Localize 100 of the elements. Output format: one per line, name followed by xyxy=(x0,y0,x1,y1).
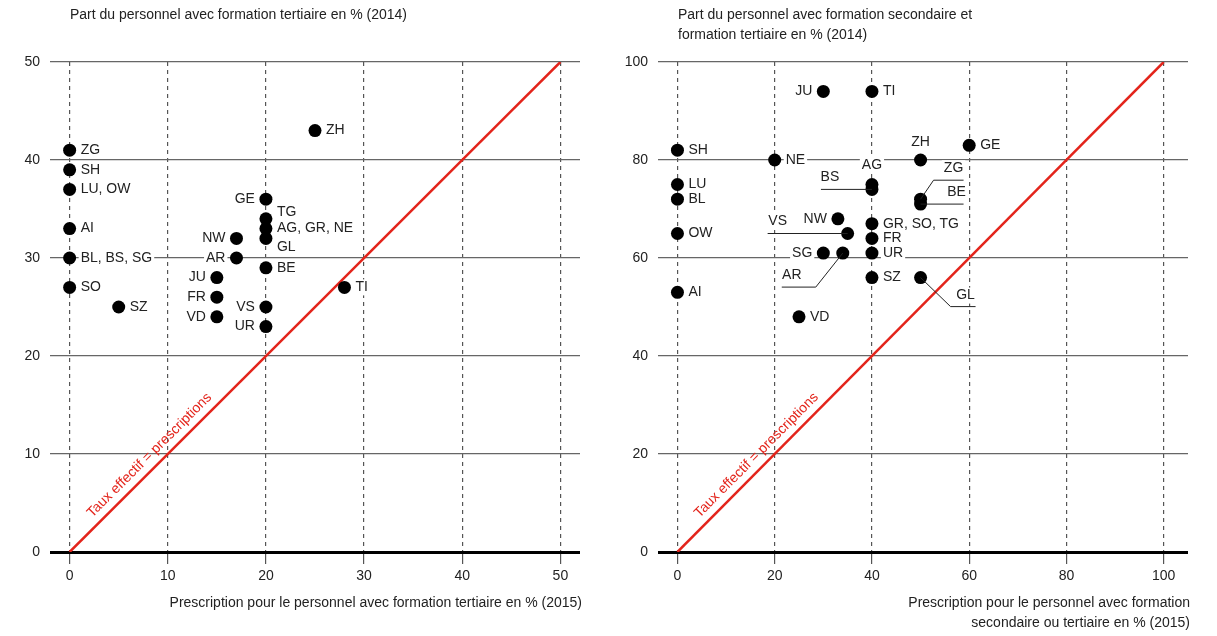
point xyxy=(865,217,879,231)
y-tick-label: 40 xyxy=(24,150,41,167)
y-tick-label: 40 xyxy=(632,346,649,363)
x-tick-label: 60 xyxy=(961,567,978,584)
annotation: BE xyxy=(276,258,296,275)
annotation: BL, BS, SG xyxy=(80,248,153,265)
point xyxy=(670,192,684,206)
point xyxy=(210,290,224,304)
y-tick-label: 0 xyxy=(640,542,649,559)
annotation: AR xyxy=(206,248,226,265)
annotation: LU, OW xyxy=(80,180,132,197)
point xyxy=(670,143,684,157)
annotation: AG, GR, NE xyxy=(276,219,354,236)
point xyxy=(229,251,243,265)
x-tick-label: 30 xyxy=(356,567,373,584)
y-tick-label: 50 xyxy=(24,52,41,69)
x-tick-label: 0 xyxy=(65,567,74,584)
point xyxy=(831,212,845,226)
x-tick-label: 50 xyxy=(552,567,569,584)
annotation: BE xyxy=(947,182,966,199)
annotation: VD xyxy=(186,307,206,324)
point xyxy=(259,231,273,245)
point xyxy=(229,231,243,245)
annotation: VD xyxy=(810,307,830,324)
annotation: ZH xyxy=(326,121,345,138)
point xyxy=(914,271,928,285)
point xyxy=(63,182,77,196)
annotation: TI xyxy=(355,278,368,295)
x-tick-label: 40 xyxy=(454,567,471,584)
point xyxy=(337,280,351,294)
point xyxy=(914,153,928,167)
annotation: SG xyxy=(792,243,813,260)
annotation: BS xyxy=(820,168,840,185)
point xyxy=(63,251,77,265)
point xyxy=(259,261,273,275)
annotation: SH xyxy=(80,160,101,177)
x-tick-label: 10 xyxy=(159,567,176,584)
point xyxy=(259,192,273,206)
point xyxy=(63,280,77,294)
y-tick-label: 0 xyxy=(32,542,41,559)
annotation: GE xyxy=(234,190,255,207)
point xyxy=(670,285,684,299)
annotation: GL xyxy=(956,286,976,303)
y-tick-label: 60 xyxy=(632,248,649,265)
y-axis-title: Part du personnel avec formation tertiaire en % (2014) xyxy=(70,5,407,24)
y-tick-label: 10 xyxy=(24,444,41,461)
point xyxy=(210,310,224,324)
point xyxy=(112,300,126,314)
annotation: OW xyxy=(688,224,714,241)
point xyxy=(865,246,879,260)
x-tick-label: 0 xyxy=(673,567,682,584)
x-tick-label: 20 xyxy=(766,567,783,584)
point xyxy=(816,246,830,260)
point xyxy=(670,178,684,191)
annotation: BL xyxy=(688,190,706,207)
point xyxy=(63,143,77,157)
annotation: SZ xyxy=(129,297,149,314)
x-tick-label: 20 xyxy=(258,567,274,584)
annotation: SZ xyxy=(882,268,902,285)
annotation: AI xyxy=(80,219,94,236)
y-tick-label: 100 xyxy=(624,52,649,69)
x-tick-label: 40 xyxy=(864,567,880,584)
annotation: GE xyxy=(980,136,1001,153)
point xyxy=(836,246,850,260)
annotation: GL xyxy=(276,238,296,255)
point xyxy=(841,227,855,240)
point xyxy=(816,84,830,98)
y-tick-label: 30 xyxy=(24,248,41,265)
x-axis-title: Prescription pour le personnel avec formation secondaire ou tertiaire en % (2015) xyxy=(907,593,1190,632)
x-axis-title: Prescription pour le personnel avec formation tertiaire en % (2015) xyxy=(169,593,582,612)
annotation: NE xyxy=(785,150,806,167)
point xyxy=(768,153,782,167)
annotation: AR xyxy=(782,265,802,282)
annotation: JU xyxy=(795,82,813,99)
annotation: AG xyxy=(861,156,883,173)
point xyxy=(962,138,976,152)
x-tick-label: 80 xyxy=(1058,567,1075,584)
y-tick-label: 20 xyxy=(24,346,41,363)
point xyxy=(670,227,684,240)
point xyxy=(865,84,879,98)
y-axis-title: Part du personnel avec formation secondaire et formation tertiaire en % (2014) xyxy=(678,5,974,44)
point xyxy=(259,300,273,314)
annotation: LU xyxy=(688,175,707,192)
annotation: ZG xyxy=(943,159,964,176)
annotation: GR, SO, TG xyxy=(882,214,959,231)
point xyxy=(63,163,77,177)
point xyxy=(210,271,224,285)
annotation: FR xyxy=(187,288,206,305)
annotation: VS xyxy=(236,297,255,314)
annotation: SO xyxy=(80,278,101,295)
annotation: VS xyxy=(768,212,787,229)
annotation: ZH xyxy=(911,132,930,149)
x-tick-label: 100 xyxy=(1152,567,1176,584)
y-tick-label: 80 xyxy=(632,150,649,167)
annotation: FR xyxy=(882,229,902,246)
annotation: UR xyxy=(234,317,255,334)
annotation: ZG xyxy=(80,141,101,158)
annotation: AI xyxy=(688,283,702,300)
annotation: UR xyxy=(882,243,904,260)
point xyxy=(792,310,806,324)
